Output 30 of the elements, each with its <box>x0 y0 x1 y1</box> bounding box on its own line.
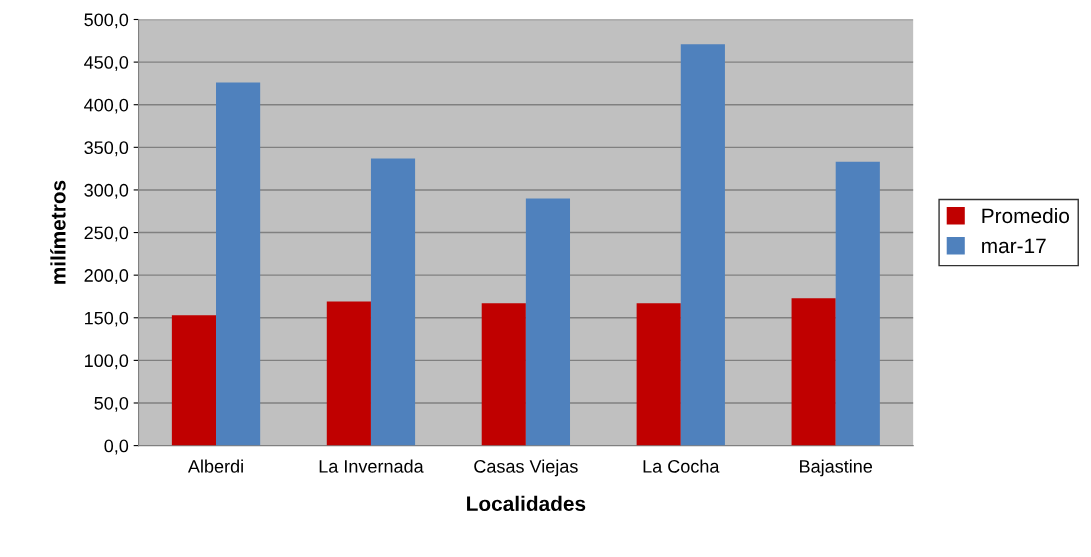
bar <box>481 303 526 446</box>
y-tick-label: 200,0 <box>84 269 129 285</box>
bar <box>680 44 725 446</box>
y-tick-label: 300,0 <box>84 183 129 199</box>
legend-label: mar-17 <box>982 238 1046 254</box>
x-axis-title: Localidades <box>467 495 586 512</box>
x-tick-label: La Cocha <box>643 459 720 473</box>
y-tick-label: 150,0 <box>85 311 129 327</box>
y-axis-title: milímetros <box>50 180 66 284</box>
y-tick-label: 100,0 <box>85 354 129 370</box>
y-tick-label: 400,0 <box>84 98 129 114</box>
bar <box>525 198 571 446</box>
bar <box>216 82 261 446</box>
bar <box>171 315 217 446</box>
y-tick-label: 50,0 <box>94 396 129 412</box>
bar <box>835 161 880 446</box>
legend-label: Promedio <box>982 207 1070 224</box>
y-tick-label: 350,0 <box>84 141 129 157</box>
y-tick-label: 450,0 <box>84 56 129 71</box>
x-tick-label: Bajastine <box>800 459 873 477</box>
y-tick-label: 0,0 <box>104 439 129 455</box>
bar <box>791 298 836 446</box>
bar <box>636 303 681 446</box>
bar <box>326 301 371 446</box>
x-tick-label: La Invernada <box>319 459 424 473</box>
y-tick-label: 500,0 <box>84 13 129 29</box>
x-tick-label: Casas Viejas <box>474 459 578 477</box>
bar <box>370 158 416 446</box>
x-tick-label: Alberdi <box>187 459 243 473</box>
y-tick-label: 250,0 <box>84 226 129 242</box>
